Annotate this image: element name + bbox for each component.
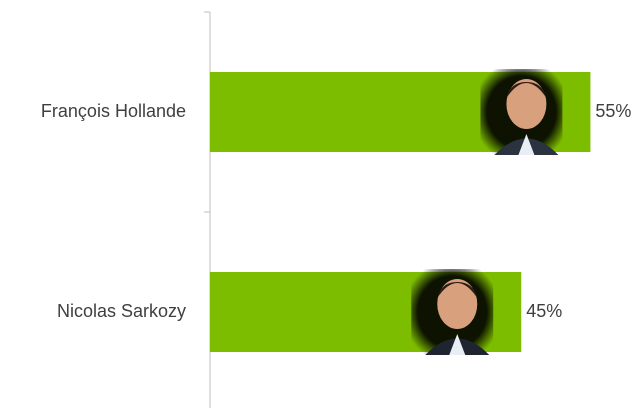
category-label: Nicolas Sarkozy xyxy=(57,301,186,321)
page: François Hollande55%Nicolas Sarkozy45% (… xyxy=(0,0,638,408)
portrait-face xyxy=(506,79,546,129)
category-label: François Hollande xyxy=(41,101,186,121)
portrait-face xyxy=(437,279,477,329)
portrait xyxy=(411,269,493,355)
portrait xyxy=(480,69,562,155)
value-label: 45% xyxy=(526,301,562,321)
value-label: 55% xyxy=(595,101,631,121)
chart: François Hollande 55% Nicolas Sarkozy 45% xyxy=(0,0,638,408)
